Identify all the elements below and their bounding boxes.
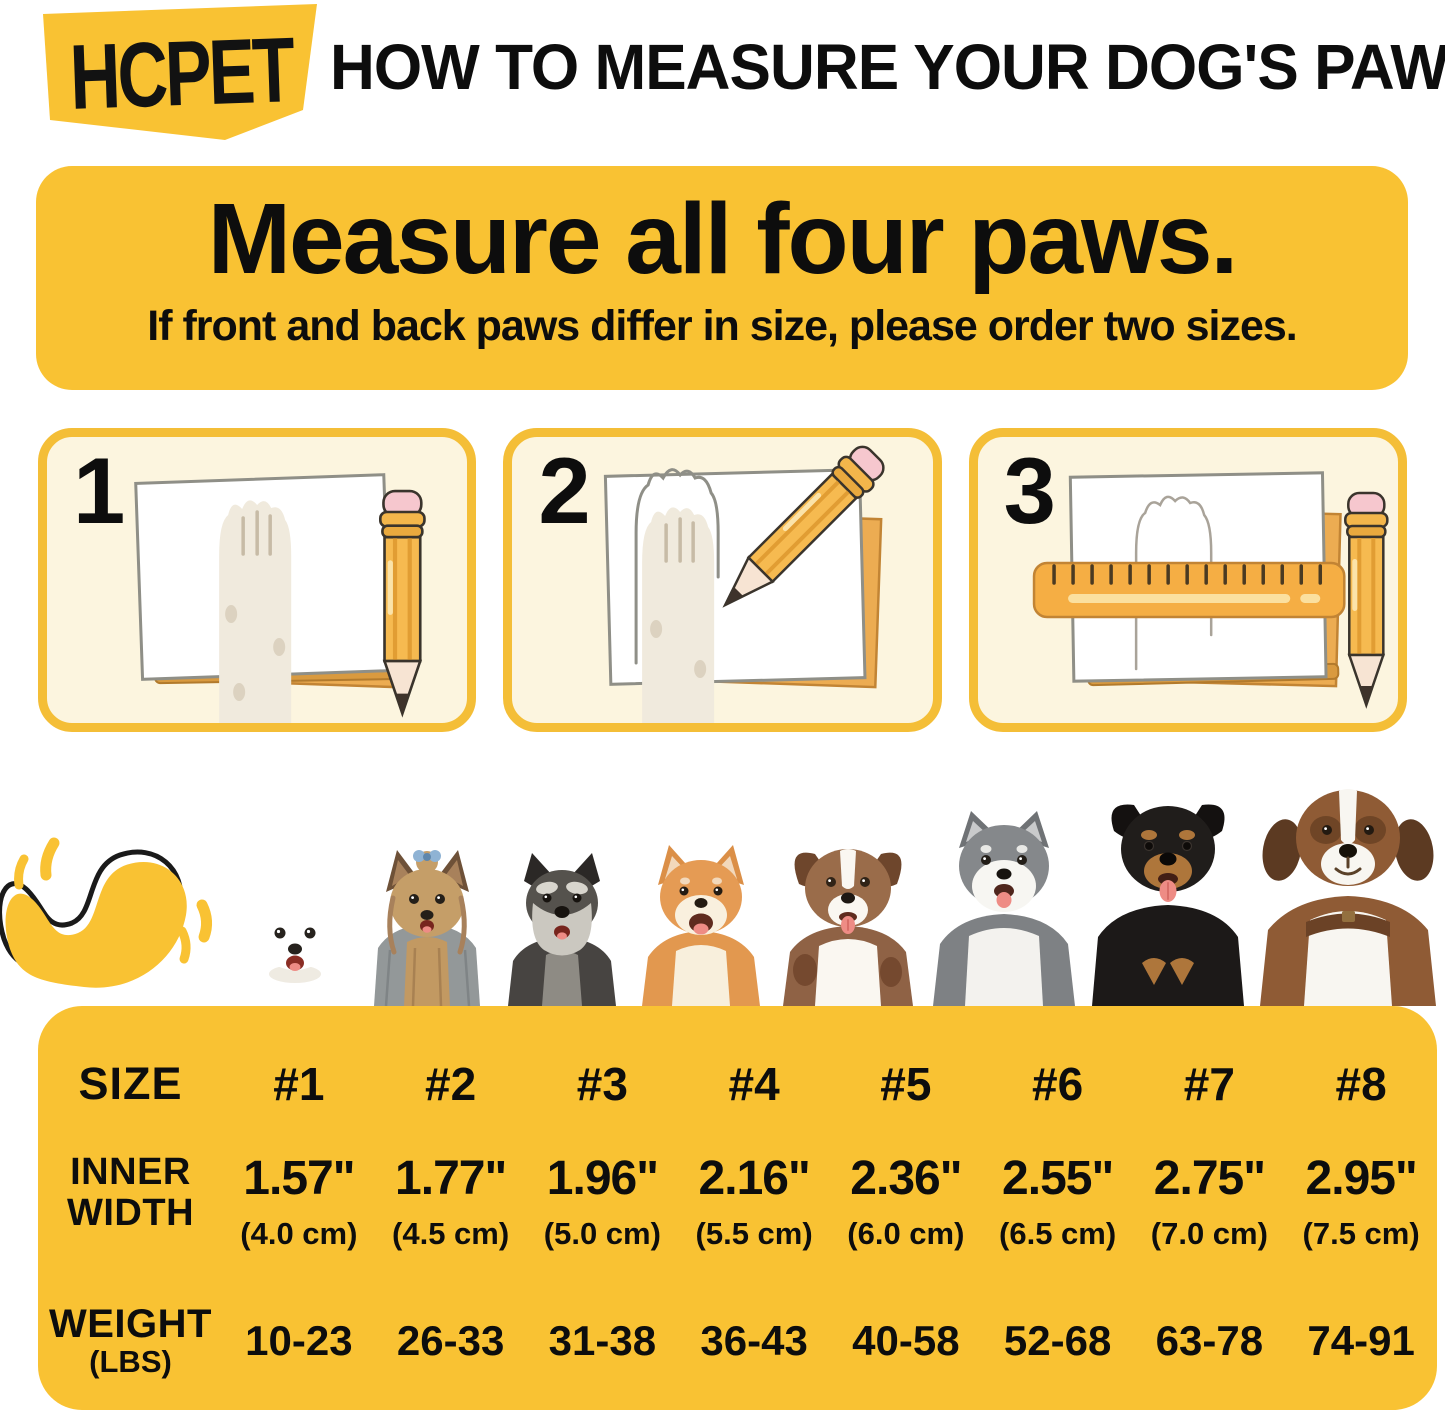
weight-value: 26-33 bbox=[396, 1317, 505, 1364]
size-value: #6 bbox=[1032, 1058, 1084, 1110]
size-row: SIZE #1 #2 #3 #4 #5 #6 #7 #8 bbox=[38, 1032, 1437, 1136]
weight-value: 10-23 bbox=[245, 1317, 353, 1364]
weight-value: 36-43 bbox=[700, 1317, 808, 1364]
pencil-icon bbox=[1343, 491, 1389, 709]
inner-width-value: 2.55" (6.5 cm) bbox=[999, 1152, 1117, 1251]
inner-width-row: INNER WIDTH 1.57" (4.0 cm) 1.77" (4.5 cm) … bbox=[38, 1136, 1437, 1282]
inner-width-value: 2.75" (7.0 cm) bbox=[1150, 1152, 1268, 1251]
inner-width-row-label: INNER WIDTH bbox=[38, 1136, 223, 1234]
size-value: #3 bbox=[576, 1058, 628, 1110]
dog-rottweiler-icon bbox=[1092, 804, 1245, 1006]
banner-headline: Measure all four paws. bbox=[207, 183, 1239, 295]
weight-row-label: WEIGHT (LBS) bbox=[38, 1303, 223, 1379]
step-number-3: 3 bbox=[1003, 438, 1056, 543]
dog-alaskan-malamute-icon bbox=[932, 811, 1075, 1006]
dog-shiba-inu-icon bbox=[641, 845, 760, 1006]
weight-label-line2: (LBS) bbox=[89, 1344, 172, 1379]
size-value: #5 bbox=[880, 1058, 932, 1110]
size-value: #1 bbox=[273, 1058, 325, 1110]
size-chart: SIZE #1 #2 #3 #4 #5 #6 #7 #8 INNER WIDTH… bbox=[38, 1006, 1437, 1410]
weight-value: 74-91 bbox=[1307, 1317, 1415, 1364]
dog-australian-shepherd-icon bbox=[783, 849, 914, 1006]
pencil-icon bbox=[722, 445, 885, 608]
pencil-icon bbox=[378, 489, 426, 718]
dog-paw bbox=[642, 507, 715, 723]
measure-banner: Measure all four paws. If front and back… bbox=[36, 166, 1408, 390]
inner-width-value: 1.57" (4.0 cm) bbox=[240, 1152, 358, 1251]
dog-row bbox=[233, 774, 1442, 1006]
measure-outline-with-ruler-icon bbox=[1032, 471, 1389, 709]
dog-bichon-frise-icon bbox=[239, 876, 351, 1006]
logo-text: HCPET bbox=[68, 19, 296, 129]
weight-value: 31-38 bbox=[548, 1317, 657, 1364]
size-row-label: SIZE bbox=[78, 1058, 183, 1109]
dog-miniature-schnauzer-icon bbox=[508, 853, 617, 1006]
dog-yorkshire-terrier-icon bbox=[373, 850, 480, 1006]
measure-steps: 1 bbox=[38, 428, 1407, 732]
dog-lineup bbox=[0, 768, 1445, 1006]
weight-label-line1: WEIGHT bbox=[49, 1302, 212, 1346]
paw-on-paper-icon bbox=[134, 473, 426, 723]
inner-width-label-line1: INNER bbox=[70, 1151, 191, 1193]
size-value: #7 bbox=[1183, 1058, 1235, 1110]
page-title: HOW TO MEASURE YOUR DOG'S PAWS bbox=[330, 31, 1445, 103]
dog-paw bbox=[219, 500, 292, 723]
weight-row: WEIGHT (LBS) 10-23 26-33 31-38 36-43 40-… bbox=[38, 1282, 1437, 1400]
inner-width-value: 1.96" (5.0 cm) bbox=[543, 1152, 661, 1251]
inner-width-value: 2.36" (6.0 cm) bbox=[847, 1152, 965, 1251]
size-value: #4 bbox=[728, 1058, 780, 1110]
ruler-icon bbox=[1032, 561, 1346, 619]
banner-subheadline: If front and back paws differ in size, p… bbox=[147, 302, 1297, 350]
brand-logo: HCPET bbox=[43, 4, 317, 140]
weight-value: 40-58 bbox=[852, 1317, 960, 1364]
logo-background-shape bbox=[43, 4, 317, 140]
inner-width-value: 2.95" (7.5 cm) bbox=[1302, 1152, 1420, 1251]
squiggle-doodle-icon bbox=[0, 837, 213, 988]
step-card-3: 3 bbox=[968, 428, 1407, 732]
trace-paw-with-pencil-icon bbox=[604, 445, 885, 723]
weight-value: 63-78 bbox=[1155, 1317, 1264, 1364]
step-card-2: 2 bbox=[503, 428, 942, 732]
step-number-2: 2 bbox=[538, 438, 591, 543]
size-value: #8 bbox=[1335, 1058, 1387, 1110]
dog-saint-bernard-icon bbox=[1259, 789, 1436, 1006]
trace-outline bbox=[634, 468, 720, 665]
inner-width-value: 2.16" (5.5 cm) bbox=[695, 1152, 813, 1251]
step-card-1: 1 bbox=[38, 428, 477, 732]
paw-outline bbox=[1134, 495, 1213, 671]
step-number-1: 1 bbox=[73, 438, 126, 543]
size-value: #2 bbox=[425, 1058, 477, 1110]
inner-width-value: 1.77" (4.5 cm) bbox=[392, 1152, 510, 1251]
weight-value: 52-68 bbox=[1003, 1317, 1112, 1364]
inner-width-label-line2: WIDTH bbox=[66, 1192, 195, 1234]
